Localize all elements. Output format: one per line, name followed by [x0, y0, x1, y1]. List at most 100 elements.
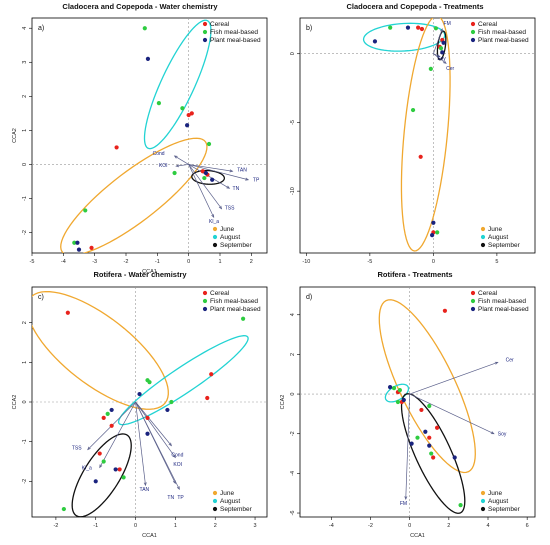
legend-marker-june [212, 490, 218, 496]
x-tick-label: 0 [134, 523, 137, 529]
vector-label: Kl_a [82, 465, 92, 471]
point-cereal [205, 395, 210, 401]
x-tick-label: 0 [187, 259, 190, 265]
point-fish [101, 459, 106, 464]
x-tick-label: -1 [93, 523, 98, 529]
point-plant [109, 407, 114, 413]
y-tick-label: 0 [290, 393, 296, 396]
vector-label: KOI [159, 163, 168, 169]
plot-area [32, 290, 249, 517]
y-tick-label: -1 [22, 196, 28, 201]
legend-label: September [220, 242, 253, 249]
ellipse-september [71, 433, 132, 517]
vector-label: TAN [140, 487, 150, 493]
point-plant [203, 170, 208, 176]
legend-label: June [488, 490, 502, 497]
x-tick-label: 3 [254, 523, 257, 529]
vector-koi [135, 401, 176, 458]
vector-arrowhead [490, 431, 495, 435]
panel-title: Cladocera and Copepoda - Treatments [346, 2, 483, 11]
point-plant [440, 50, 445, 55]
point-cereal [200, 169, 205, 174]
vector-label: TN [233, 186, 240, 192]
vector-kl_a [188, 164, 215, 218]
point-fish [61, 506, 66, 512]
vector-label: TAN [237, 167, 247, 173]
vector-arrowhead [404, 496, 408, 501]
panel-label: b) [306, 25, 312, 32]
vector-tp [135, 401, 180, 490]
y-tick-label: -1 [22, 439, 28, 444]
point-plant [430, 233, 435, 238]
x-tick-label: 2 [447, 523, 450, 529]
legend-marker-june [212, 226, 218, 232]
legend-label: Plant meal-based [210, 306, 261, 313]
vector-soy [409, 393, 495, 435]
x-tick-label: -5 [367, 259, 372, 265]
vector-label: Cond [171, 452, 183, 458]
y-tick-label: 0 [22, 163, 28, 166]
vector-arrowhead [226, 185, 231, 189]
panel-2: Cladocera and Copepoda - Treatments -10 -5… [290, 2, 536, 265]
x-tick-label: -5 [30, 259, 35, 265]
legend-marker-august [480, 234, 486, 240]
vector-arrowhead [87, 446, 91, 451]
vector-arrowhead [443, 60, 447, 64]
vector-arrowhead [439, 28, 443, 33]
plot-area [60, 19, 250, 253]
point-plant [76, 247, 82, 252]
legend-marker-plant [470, 306, 476, 312]
vector-tan [188, 164, 233, 172]
legend-label: Plant meal-based [478, 37, 529, 44]
ellipse-june [400, 18, 451, 252]
legend-label: August [488, 498, 508, 505]
vector-arrowhead [245, 177, 250, 181]
panel-label: a) [38, 25, 44, 32]
y-tick-label: 0 [22, 400, 28, 403]
point-plant [372, 39, 378, 44]
point-plant [185, 123, 190, 128]
legend-label: Fish meal-based [478, 298, 526, 305]
vector-arrowhead [436, 54, 441, 57]
panel-title: Rotifera - Treatments [377, 270, 452, 279]
vector-arrowhead [218, 205, 223, 210]
point-cereal [109, 423, 114, 428]
x-tick-label: -2 [53, 523, 58, 529]
panel-label: d) [306, 294, 312, 301]
point-fish [206, 141, 212, 147]
vector-arrowhead [175, 164, 180, 168]
vector-label: TP [253, 177, 260, 183]
x-tick-label: -4 [61, 259, 66, 265]
panel-title: Cladocera and Copepoda - Water chemistry [62, 2, 218, 11]
point-fish [202, 175, 207, 181]
point-cereal [427, 435, 432, 440]
panel-1: Cladocera and Copepoda - Water chemistry… [12, 2, 268, 275]
vector-fm [433, 28, 443, 54]
vector-label: Cer [506, 357, 514, 363]
legend-label: June [220, 490, 234, 497]
vector-tss [188, 164, 222, 209]
y-axis-label: CCA2 [12, 395, 18, 410]
point-fish [435, 230, 440, 235]
point-fish [83, 208, 88, 213]
legend-marker-june [480, 226, 486, 232]
point-fish [156, 101, 161, 106]
point-cereal [117, 467, 122, 472]
point-plant [441, 40, 446, 45]
y-axis-label: CCA2 [280, 395, 286, 410]
point-plant [137, 391, 142, 397]
vector-arrowhead [494, 361, 499, 365]
point-fish [410, 107, 416, 113]
point-plant [75, 240, 80, 245]
ellipse-august [143, 19, 212, 150]
legend-marker-august [480, 498, 486, 504]
legend-label: Cereal [478, 290, 498, 297]
y-tick-label: -2 [22, 230, 28, 235]
point-cereal [89, 245, 94, 250]
point-plant [423, 429, 428, 434]
y-tick-label: -2 [290, 431, 296, 436]
point-cereal [434, 425, 440, 430]
ellipse-august [117, 335, 249, 426]
vector-arrowhead [143, 482, 147, 487]
ellipse-june [60, 137, 208, 253]
